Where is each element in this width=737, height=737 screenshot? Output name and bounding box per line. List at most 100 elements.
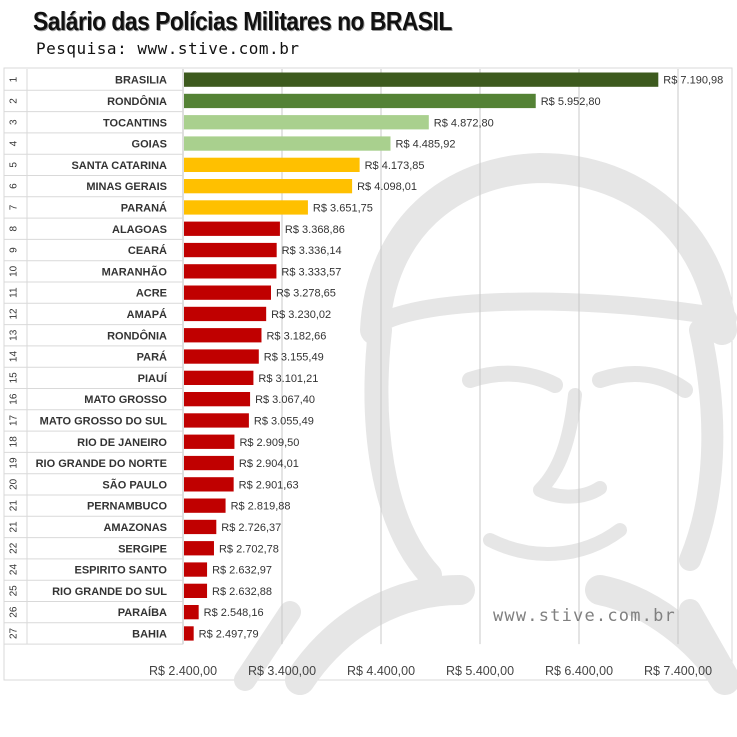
- value-label: R$ 7.190,98: [663, 75, 723, 87]
- chart-row: 27 BAHIA R$ 2.497,79: [4, 626, 259, 645]
- rank-label: 22: [9, 542, 20, 554]
- rank-label: 27: [9, 627, 20, 639]
- chart-row: 9 CEARÁ R$ 3.336,14: [4, 242, 342, 262]
- value-label: R$ 3.230,02: [271, 309, 331, 321]
- bar: [184, 583, 208, 598]
- category-label: BRASILIA: [115, 75, 167, 87]
- rank-label: 2: [9, 98, 20, 104]
- rank-label: 13: [9, 329, 20, 341]
- rank-label: 10: [9, 265, 20, 277]
- category-label: CEARÁ: [128, 244, 167, 257]
- chart-row: 20 SÃO PAULO R$ 2.901,63: [4, 477, 299, 496]
- chart-row: 5 SANTA CATARINA R$ 4.173,85: [4, 157, 425, 176]
- chart-row: 18 RIO DE JANEIRO R$ 2.909,50: [4, 434, 299, 453]
- bar: [184, 136, 391, 151]
- rank-label: 12: [9, 308, 20, 320]
- bar: [184, 349, 259, 364]
- bar: [184, 221, 280, 236]
- rank-label: 20: [9, 478, 20, 490]
- chart-row: 22 SERGIPE R$ 2.702,78: [4, 541, 279, 560]
- category-label: PERNAMBUCO: [87, 501, 168, 513]
- category-label: ACRE: [136, 288, 167, 300]
- rank-label: 18: [9, 436, 20, 448]
- watermark-text: www.stive.com.br: [493, 606, 676, 626]
- bar: [184, 477, 234, 492]
- rank-label: 8: [9, 226, 20, 232]
- value-label: R$ 3.101,21: [258, 373, 318, 385]
- chart-row: 1 BRASILIA R$ 7.190,98: [4, 72, 723, 91]
- rank-label: 17: [9, 414, 20, 426]
- x-tick-label: R$ 7.400,00: [644, 664, 712, 678]
- bar: [184, 541, 214, 556]
- rank-label: 16: [9, 393, 20, 405]
- category-label: ESPIRITO SANTO: [74, 565, 167, 577]
- category-label: RONDÔNIA: [107, 329, 167, 342]
- value-label: R$ 3.067,40: [255, 394, 315, 406]
- chart-row: 2 RONDÔNIA R$ 5.952,80: [4, 93, 601, 113]
- value-label: R$ 2.909,50: [239, 437, 299, 449]
- category-label: ALAGOAS: [112, 224, 167, 236]
- value-label: R$ 2.548,16: [204, 607, 264, 619]
- value-label: R$ 4.173,85: [365, 160, 425, 172]
- x-tick-label: R$ 2.400,00: [149, 664, 217, 678]
- value-label: R$ 3.278,65: [276, 288, 336, 300]
- value-label: R$ 5.952,80: [541, 96, 601, 108]
- value-label: R$ 4.098,01: [357, 181, 417, 193]
- category-label: RIO DE JANEIRO: [77, 437, 167, 449]
- value-label: R$ 3.368,86: [285, 224, 345, 236]
- rank-label: 4: [9, 140, 20, 146]
- category-label: PIAUÍ: [138, 372, 168, 385]
- rank-label: 21: [9, 500, 20, 512]
- value-label: R$ 3.155,49: [264, 352, 324, 364]
- value-label: R$ 2.632,88: [212, 586, 272, 598]
- chart-row: 24 ESPIRITO SANTO R$ 2.632,97: [4, 562, 272, 581]
- soldier-face-watermark-icon: [234, 153, 737, 695]
- rank-label: 5: [9, 162, 20, 168]
- bar: [184, 434, 235, 449]
- value-label: R$ 4.485,92: [396, 139, 456, 151]
- category-label: PARAÍBA: [118, 606, 167, 619]
- value-label: R$ 2.632,97: [212, 565, 272, 577]
- rank-label: 15: [9, 372, 20, 384]
- rank-label: 7: [9, 204, 20, 210]
- rank-label: 6: [9, 183, 20, 189]
- bar: [184, 72, 659, 87]
- value-label: R$ 2.497,79: [199, 628, 259, 640]
- category-label: MARANHÃO: [102, 265, 168, 278]
- bar: [184, 328, 262, 343]
- category-label: PARANÁ: [121, 201, 167, 214]
- category-label: RIO GRANDE DO SUL: [52, 586, 167, 598]
- x-axis-tick-labels: R$ 2.400,00 R$ 3.400,00 R$ 4.400,00 R$ 5.40…: [149, 664, 712, 678]
- bar: [184, 455, 234, 471]
- bar: [184, 115, 429, 130]
- bar: [184, 498, 226, 513]
- value-label: R$ 2.819,88: [231, 501, 291, 513]
- category-label: MATO GROSSO DO SUL: [40, 415, 168, 427]
- value-label: R$ 3.336,14: [282, 245, 342, 257]
- bar: [184, 200, 308, 215]
- rank-label: 25: [9, 585, 20, 597]
- chart-row: 16 MATO GROSSO R$ 3.067,40: [4, 392, 315, 411]
- category-label: RONDÔNIA: [107, 95, 167, 108]
- category-label: RIO GRANDE DO NORTE: [36, 458, 167, 470]
- chart-row: 17 MATO GROSSO DO SUL R$ 3.055,49: [4, 413, 314, 432]
- bar: [184, 157, 360, 172]
- bar: [184, 179, 353, 194]
- rank-label: 14: [9, 351, 20, 363]
- chart-row: 12 AMAPÁ R$ 3.230,02: [4, 306, 331, 326]
- chart-row: 21 AMAZONAS R$ 2.726,37: [4, 519, 281, 539]
- bar: [184, 370, 254, 385]
- bar: [184, 242, 277, 258]
- chart-row: 25 RIO GRANDE DO SUL R$ 2.632,88: [4, 583, 272, 602]
- chart-row: 13 RONDÔNIA R$ 3.182,66: [4, 328, 326, 347]
- chart-row: 3 TOCANTINS R$ 4.872,80: [4, 115, 494, 134]
- chart-row: 8 ALAGOAS R$ 3.368,86: [4, 221, 345, 240]
- bar: [184, 306, 267, 322]
- rank-label: 19: [9, 457, 20, 469]
- rank-label: 24: [9, 564, 20, 576]
- chart-row: 15 PIAUÍ R$ 3.101,21: [4, 370, 318, 389]
- bar: [184, 605, 199, 620]
- bar: [184, 285, 271, 300]
- value-label: R$ 3.333,57: [281, 266, 341, 278]
- page-subtitle: Pesquisa: www.stive.com.br: [36, 39, 300, 58]
